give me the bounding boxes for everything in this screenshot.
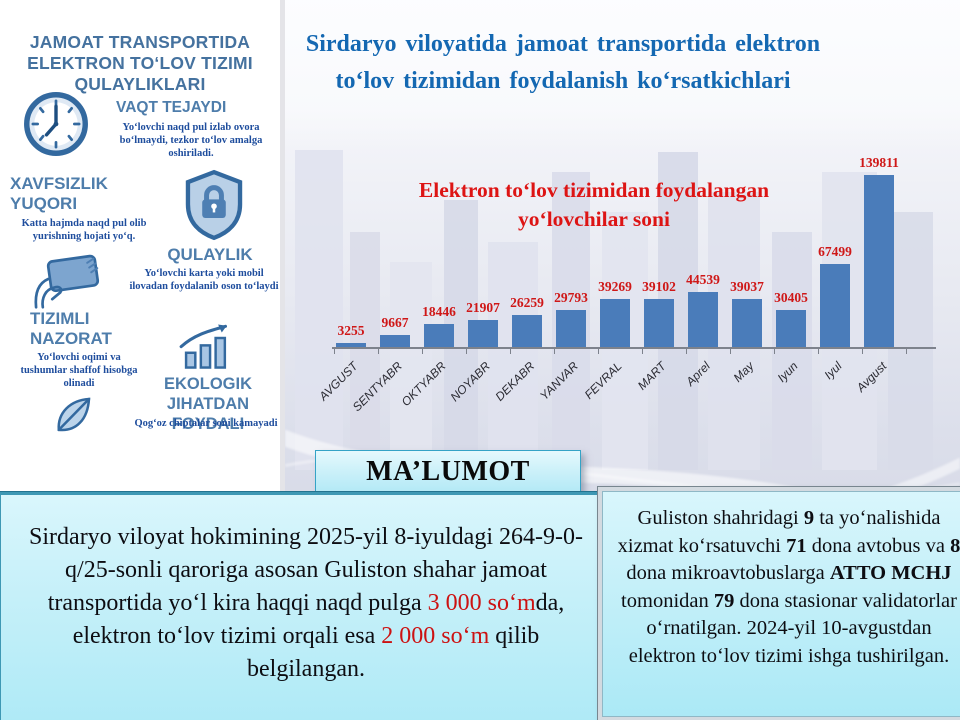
- text-segment: 71: [786, 534, 807, 557]
- feature-heading-ekologik: EKOLOGIK JIHATDAN FOYDALI: [163, 375, 252, 433]
- growth-chart-icon: [179, 324, 227, 369]
- building-silhouette: [888, 212, 933, 470]
- bar-value-label: 3255: [337, 323, 365, 338]
- text-segment: dona stasionar validatorlar o‘rnatilgan.…: [628, 589, 957, 667]
- bar: [732, 299, 762, 347]
- x-axis-label: NOYABR: [447, 359, 493, 405]
- bar-column: 3255: [336, 175, 366, 347]
- feature-desc-vaqt-tejaydi: Yo‘lovchi naqd pul izlab ovora bo‘lmaydi…: [119, 122, 263, 159]
- bar-column: 67499: [818, 175, 852, 347]
- leaf-icon: [57, 397, 91, 432]
- x-axis-label: Iyun: [774, 359, 801, 385]
- x-axis-label: YANVAR: [537, 359, 581, 403]
- bar: [820, 264, 850, 347]
- bar: [336, 343, 366, 347]
- text-segment: da, elektron to‘lov tizimi orqali esa: [72, 590, 565, 649]
- card-payment-icon: [34, 254, 100, 309]
- bar-column: 30405: [774, 175, 808, 347]
- x-axis-line: [332, 347, 936, 349]
- x-axis-label: MART: [635, 359, 669, 393]
- clock-icon: [24, 92, 88, 156]
- validators-info-box: Guliston shahridagi 9 ta yo‘nalishida xi…: [597, 486, 960, 720]
- text-segment: ATTO MCHJ: [829, 562, 952, 584]
- bar: [468, 320, 498, 347]
- slide-title: Sirdaryo viloyatida jamoat transportida …: [305, 31, 821, 94]
- feature-heading-tizimli-nazorat: TIZIMLI NAZORAT: [30, 309, 112, 348]
- bar: [512, 315, 542, 347]
- text-segment: 79: [713, 589, 735, 612]
- chart-plot-area: 3255 AVGUST 9667 SENTYABR 18446 OKTYABR 21907 N…: [317, 155, 934, 414]
- x-axis-label: Avgust: [853, 359, 889, 395]
- text-segment: dona avtobus va: [806, 534, 951, 557]
- bar-column: 39269: [598, 175, 632, 347]
- feature-heading-xavfsizlik: XAVFSIZLIK YUQORI: [10, 174, 108, 213]
- bar-column: 21907: [466, 175, 500, 347]
- text-segment: 9: [803, 507, 815, 529]
- bar-column: 139811: [859, 155, 899, 347]
- chart-title: Elektron to‘lov tizimidan foydalangan yo…: [418, 178, 770, 231]
- x-axis-label: FEVRAL: [581, 359, 625, 402]
- bar-value-label: 44539: [686, 272, 720, 287]
- x-axis-label: May: [730, 359, 757, 385]
- benefits-sidebar: JAMOAT TRANSPORTIDA ELEKTRON TO‘LOV TIZI…: [0, 0, 285, 493]
- feature-heading-vaqt-tejaydi: VAQT TEJAYDI: [116, 99, 227, 116]
- text-segment: ta yo‘nalishida xizmat ko‘rsatuvchi: [617, 507, 941, 557]
- feature-heading-qulaylik: QULAYLIK: [167, 245, 253, 264]
- bar: [380, 335, 410, 347]
- building-silhouette: [295, 150, 343, 470]
- x-axis-label: OKTYABR: [398, 359, 449, 409]
- bar-value-label: 9667: [381, 315, 409, 330]
- bar-column: 26259: [510, 175, 544, 347]
- bar-value-label: 30405: [774, 290, 808, 305]
- bar: [864, 175, 894, 347]
- bar: [644, 299, 674, 347]
- bar-column: 39102: [642, 175, 676, 347]
- text-segment: qilib belgilangan.: [247, 623, 540, 682]
- bar-value-label: 26259: [510, 295, 544, 310]
- x-axis-label: Aprel: [683, 359, 713, 389]
- feature-desc-xavfsizlik: Katta hajmda naqd pul olib yurishning ho…: [21, 218, 147, 242]
- bar: [600, 299, 630, 347]
- sidebar-title: JAMOAT TRANSPORTIDA ELEKTRON TO‘LOV TIZI…: [27, 32, 253, 94]
- bar-value-label: 18446: [422, 304, 456, 319]
- bar: [688, 292, 718, 347]
- bar-value-label: 39269: [598, 279, 632, 294]
- bar: [556, 310, 586, 347]
- bar-value-label: 139811: [859, 155, 899, 170]
- bar-value-label: 21907: [466, 300, 500, 315]
- building-silhouette: [390, 262, 432, 470]
- text-segment: tomonidan: [621, 589, 714, 612]
- bar-column: 44539: [686, 175, 720, 347]
- info-heading-label: MA’LUMOT: [366, 456, 530, 487]
- text-segment: Sirdaryo viloyat hokimining 2025-yil 8-i…: [29, 524, 583, 616]
- bar-column: 39037: [730, 175, 764, 347]
- x-axis-label: Iyul: [821, 359, 845, 383]
- bar-column: 9667: [380, 175, 410, 347]
- bar-value-label: 67499: [818, 244, 852, 259]
- bar-value-label: 39037: [730, 279, 764, 294]
- text-segment: 3 000 so‘m: [427, 590, 536, 616]
- feature-desc-tizimli-nazorat: Yo‘lovchi oqimi va tushumlar shaffof his…: [20, 352, 138, 389]
- x-axis-ticks: [334, 349, 936, 354]
- bar: [424, 324, 454, 347]
- text-segment: 2 000 so‘m: [381, 623, 490, 649]
- feature-desc-ekologik: Qog‘oz chiptalar soni kamayadi: [134, 418, 278, 429]
- x-axis-label: DEKABR: [492, 359, 537, 404]
- bar-value-label: 29793: [554, 290, 588, 305]
- bar-column: 29793: [554, 175, 588, 347]
- bar-column: 18446: [422, 175, 456, 347]
- bar-value-label: 39102: [642, 279, 676, 294]
- info-heading-box: MA’LUMOT: [315, 450, 581, 494]
- passengers-bar-chart: 3255 AVGUST 9667 SENTYABR 18446 OKTYABR 21907 N…: [317, 155, 938, 415]
- feature-desc-qulaylik: Yo‘lovchi karta yoki mobil ilovadan foyd…: [129, 268, 279, 292]
- bar: [776, 310, 806, 347]
- text-segment: 8: [950, 534, 960, 557]
- text-segment: Guliston shahridagi: [637, 507, 804, 529]
- title-background-strip: [285, 0, 960, 150]
- shield-lock-icon: [185, 169, 243, 241]
- text-segment: dona mikroavtobuslarga: [626, 562, 830, 584]
- building-silhouette: [488, 242, 538, 470]
- tariff-info-box: Sirdaryo viloyat hokimining 2025-yil 8-i…: [0, 491, 615, 720]
